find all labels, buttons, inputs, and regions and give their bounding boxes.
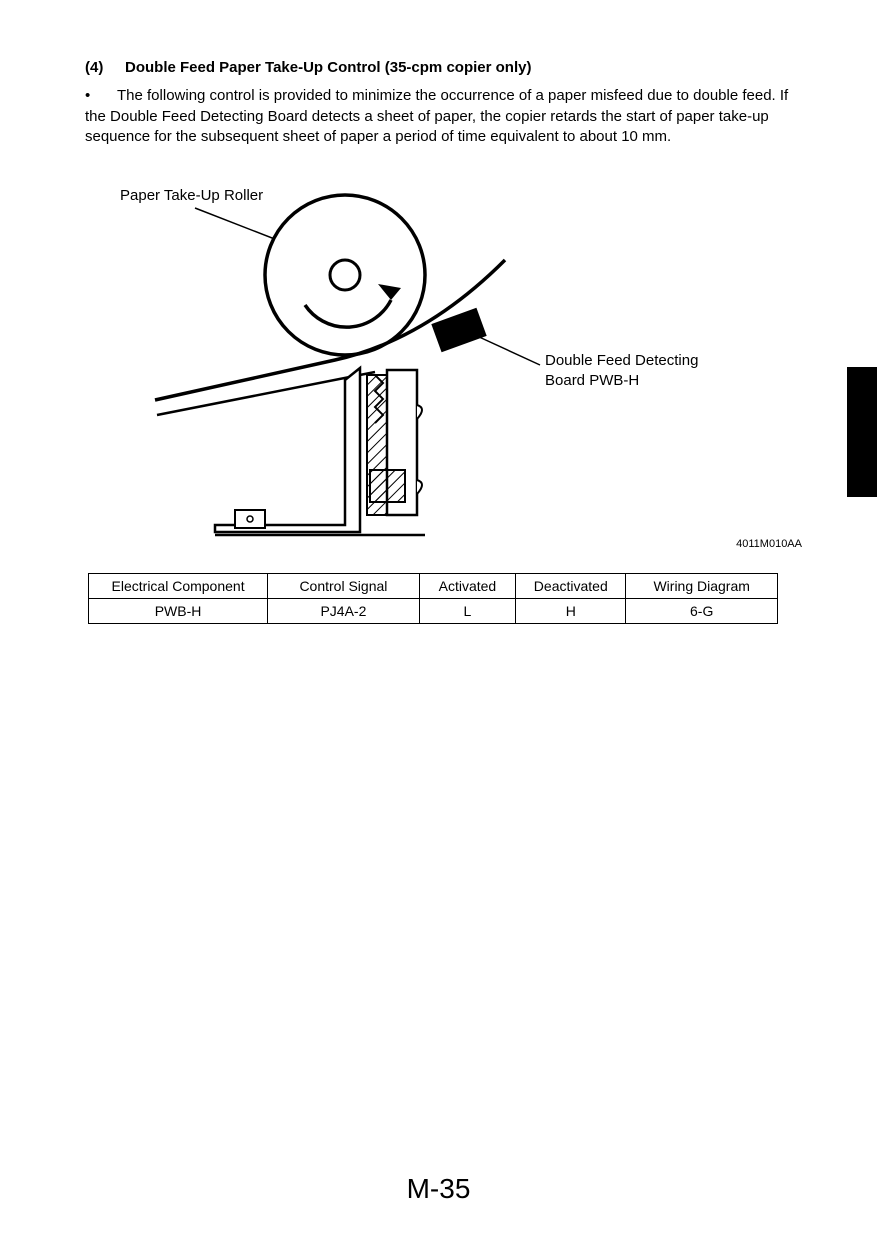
content-block: (4)Double Feed Paper Take-Up Control (35…	[85, 58, 795, 147]
section-title-text: Double Feed Paper Take-Up Control (35-cp…	[125, 59, 531, 76]
page: (4)Double Feed Paper Take-Up Control (35…	[0, 0, 877, 1240]
th-wiring: Wiring Diagram	[626, 574, 778, 599]
th-signal: Control Signal	[268, 574, 420, 599]
figure-id: 4011M010AA	[736, 538, 802, 550]
board-label-line1: Double Feed Detecting	[545, 352, 698, 369]
table-header-row: Electrical Component Control Signal Acti…	[89, 574, 778, 599]
th-deactivated: Deactivated	[516, 574, 626, 599]
board-label-line2: Board PWB-H	[545, 372, 639, 389]
td-component: PWB-H	[89, 599, 268, 624]
diagram-svg: Paper Take-Up Roller Double Feed Detecti…	[85, 180, 805, 560]
table: Electrical Component Control Signal Acti…	[88, 573, 778, 624]
td-deactivated: H	[516, 599, 626, 624]
bullet-marker: •	[85, 86, 97, 106]
fixture-box-icon	[235, 510, 265, 528]
bracket-frame-icon	[215, 368, 360, 532]
roller-inner-icon	[330, 260, 360, 290]
mechanical-diagram: Paper Take-Up Roller Double Feed Detecti…	[85, 180, 805, 560]
td-signal: PJ4A-2	[268, 599, 420, 624]
th-component: Electrical Component	[89, 574, 268, 599]
body-paragraph: •The following control is provided to mi…	[85, 86, 795, 147]
table-row: PWB-H PJ4A-2 L H 6-G	[89, 599, 778, 624]
td-activated: L	[419, 599, 515, 624]
page-number: M-35	[0, 1173, 877, 1205]
component-table: Electrical Component Control Signal Acti…	[88, 573, 778, 624]
td-wiring: 6-G	[626, 599, 778, 624]
section-heading: (4)Double Feed Paper Take-Up Control (35…	[85, 58, 795, 78]
section-number: (4)	[85, 58, 125, 78]
lower-hatched-icon	[370, 470, 405, 502]
side-tab	[847, 367, 877, 497]
body-text: The following control is provided to min…	[85, 87, 788, 145]
th-activated: Activated	[419, 574, 515, 599]
roller-label: Paper Take-Up Roller	[120, 187, 263, 204]
